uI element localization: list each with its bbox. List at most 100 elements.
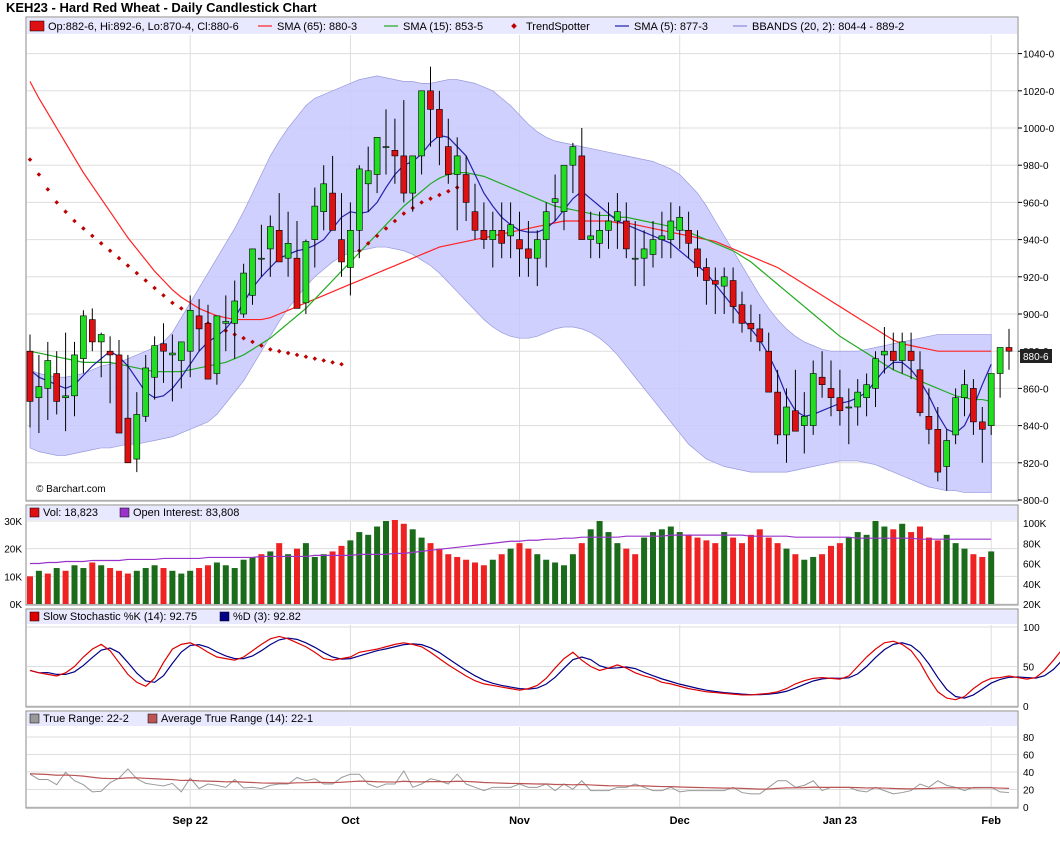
axes: Sep 22 Oct Nov Dec Jan 23 Feb 800-0 820-0 840-0 8…: [4, 50, 1054, 827]
candle-body: [266, 226, 274, 250]
volume-bar: [614, 543, 621, 604]
vol-tick-label: 10K: [4, 572, 22, 583]
volume-bar: [828, 545, 834, 604]
last-price-flag: [1020, 349, 1052, 363]
candle-body: [533, 239, 541, 259]
volume-bar: [658, 529, 665, 604]
candle-body: [249, 248, 256, 296]
volume-bar: [213, 562, 220, 604]
volume-bar: [970, 554, 977, 604]
candle-body: [480, 230, 488, 240]
volume-bar: [480, 565, 487, 604]
sma5-legend: SMA (5): 877-3: [634, 21, 708, 33]
tr-tick-label: 0: [1023, 803, 1029, 814]
volume-bar: [320, 554, 327, 604]
volume-bar: [676, 532, 683, 604]
trendspotter-dot: [276, 348, 282, 354]
trendspotter-dot: [98, 241, 104, 246]
trendspotter-dot: [446, 188, 451, 194]
oi-tick-label: 80K: [1023, 539, 1041, 550]
candle-body: [186, 309, 194, 352]
volume-bar: [792, 554, 799, 604]
tr-tick-label: 80: [1023, 733, 1035, 744]
candle-body: [961, 384, 968, 398]
price-tick-label: 800-0: [1023, 496, 1049, 507]
x-axis-label: Nov: [509, 815, 531, 827]
volume-bar: [222, 565, 229, 604]
candle-body: [71, 354, 78, 397]
x-axis-label: Feb: [981, 815, 1001, 827]
candle-body: [373, 137, 381, 175]
candle-body: [1005, 347, 1013, 352]
candle-body: [881, 350, 888, 356]
volume-bar: [472, 562, 478, 604]
candle-body: [338, 239, 345, 263]
watermark: © Barchart.com: [36, 484, 106, 495]
volume-bar: [374, 526, 381, 604]
volume-bar: [863, 534, 870, 604]
candle-body: [827, 388, 835, 398]
volume-bar: [427, 543, 434, 604]
volume-bar: [35, 570, 42, 604]
tr-legend: True Range: 22-2: [43, 713, 129, 725]
candle-body: [62, 395, 69, 398]
volume-bar: [409, 529, 416, 604]
candle-body: [89, 319, 96, 343]
candle-body: [525, 248, 532, 259]
open-interest-line: [30, 534, 992, 565]
atr-line: [29, 773, 1010, 790]
volume-bar: [338, 545, 345, 604]
volume-bar: [756, 529, 763, 604]
candle-body: [738, 304, 746, 324]
volume-bar: [712, 543, 719, 604]
candle-body: [694, 248, 701, 268]
candle-body: [587, 235, 595, 240]
candle-body: [854, 391, 862, 408]
volume-bar: [400, 523, 407, 604]
candle-body: [436, 109, 443, 138]
volume-bar: [961, 548, 968, 604]
stoch-d-swatch: [219, 611, 230, 622]
candle-body: [462, 174, 470, 203]
candle-body: [925, 415, 933, 430]
vol-tick-label: 0K: [10, 600, 23, 611]
volume-bar: [160, 568, 167, 604]
volume-bar: [596, 521, 603, 604]
volume-bar: [498, 554, 505, 604]
volume-bar: [534, 554, 541, 604]
volume-bar: [899, 523, 906, 604]
candle-body: [685, 230, 692, 244]
oi-legend: Open Interest: 83,808: [133, 507, 239, 519]
candle-body: [649, 239, 657, 255]
candle-body: [916, 369, 924, 413]
candle-body: [400, 155, 408, 194]
ohlc-swatch: [29, 20, 45, 32]
volume-bar: [925, 537, 932, 604]
candle-body: [987, 373, 995, 426]
trendspotter-dot: [303, 354, 309, 360]
volume-bar: [694, 537, 701, 604]
candle-body: [907, 350, 915, 361]
volume-bar: [80, 568, 87, 604]
candle-body: [614, 211, 621, 222]
candle-body: [364, 170, 372, 185]
candle-body: [133, 414, 141, 460]
stoch-d-line: [29, 637, 1060, 699]
candle-body: [898, 341, 906, 361]
volume-bar: [133, 570, 140, 604]
price-tick-label: 1040-0: [1023, 50, 1055, 61]
volume-bar: [107, 568, 114, 604]
volume-bar: [196, 568, 203, 604]
trendspotter-dot: [107, 248, 113, 254]
candle-body: [792, 410, 799, 432]
trendspotter-swatch: [511, 23, 517, 29]
stoch-k-swatch: [29, 611, 40, 622]
page-title: KEH23 - Hard Red Wheat - Daily Candlesti…: [6, 0, 317, 15]
candles: [26, 66, 1013, 491]
price-tick-label: 940-0: [1023, 236, 1049, 247]
vol-swatch: [29, 507, 40, 518]
volume-bar: [418, 537, 425, 604]
trendspotter-dot: [259, 343, 264, 348]
price-tick-label: 960-0: [1023, 198, 1049, 209]
volume-bar: [356, 532, 363, 604]
